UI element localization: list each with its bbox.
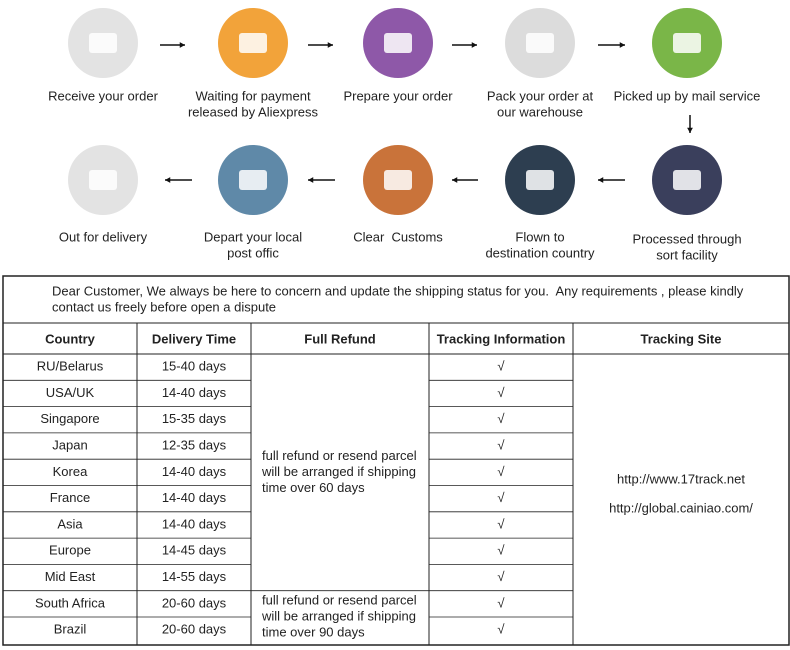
- arrow-head: [308, 177, 314, 183]
- country: South Africa: [35, 595, 106, 610]
- step-label: Waiting for payment: [195, 88, 311, 103]
- arrow-head: [687, 127, 693, 133]
- tracking-check: √: [497, 411, 505, 426]
- step-label: Prepare your order: [343, 88, 453, 103]
- step-label: Clear Customs: [353, 229, 443, 244]
- step-icon-detail: [673, 170, 701, 190]
- step-icon-detail: [526, 170, 554, 190]
- step-icon-detail: [673, 33, 701, 53]
- refund-text: will be arranged if shipping: [261, 608, 416, 623]
- delivery-time: 20-60 days: [162, 622, 227, 637]
- notice: Dear Customer, We always be here to conc…: [52, 283, 744, 298]
- country: Singapore: [40, 411, 99, 426]
- refund-text: full refund or resend parcel: [262, 592, 417, 607]
- tracking-check: √: [497, 622, 505, 637]
- tracking-check: √: [497, 569, 505, 584]
- step-label: our warehouse: [497, 104, 583, 119]
- step-label: sort facility: [656, 247, 718, 262]
- step-label: Receive your order: [48, 88, 158, 103]
- delivery-time: 14-40 days: [162, 464, 227, 479]
- tracking-check: √: [497, 359, 505, 374]
- tracking-check: √: [497, 385, 505, 400]
- tracking-check: √: [497, 516, 505, 531]
- step-label: Processed through: [632, 231, 741, 246]
- table-frame: [2, 275, 790, 646]
- country: USA/UK: [46, 385, 95, 400]
- tracking-check: √: [497, 595, 505, 610]
- step-label: Picked up by mail service: [614, 88, 761, 103]
- refund-text: time over 90 days: [262, 624, 365, 639]
- column-header: Tracking Site: [641, 331, 722, 346]
- step-icon-detail: [239, 170, 267, 190]
- column-header: Full Refund: [304, 331, 376, 346]
- arrow-head: [179, 42, 185, 48]
- delivery-time: 14-40 days: [162, 490, 227, 505]
- country: Europe: [49, 543, 91, 558]
- tracking-check: √: [497, 464, 505, 479]
- notice: contact us freely before open a dispute: [52, 299, 276, 314]
- refund-text: time over 60 days: [262, 480, 365, 495]
- step-icon-detail: [526, 33, 554, 53]
- delivery-time: 14-45 days: [162, 543, 227, 558]
- step-label: released by Aliexpress: [188, 104, 319, 119]
- step-label: Out for delivery: [59, 229, 148, 244]
- step-icon-detail: [89, 170, 117, 190]
- country: Mid East: [45, 569, 96, 584]
- refund-text: will be arranged if shipping: [261, 464, 416, 479]
- step-label: Pack your order at: [487, 88, 594, 103]
- arrow-head: [598, 177, 604, 183]
- country: France: [50, 490, 90, 505]
- refund-text: full refund or resend parcel: [262, 448, 417, 463]
- step-label: destination country: [485, 245, 595, 260]
- step-icon-detail: [384, 33, 412, 53]
- delivery-time: 14-55 days: [162, 569, 227, 584]
- country: Asia: [57, 516, 83, 531]
- arrow-head: [327, 42, 333, 48]
- step-label: Depart your local: [204, 229, 302, 244]
- delivery-time: 14-40 days: [162, 385, 227, 400]
- arrow-head: [165, 177, 171, 183]
- column-header: Delivery Time: [152, 331, 236, 346]
- delivery-time: 20-60 days: [162, 595, 227, 610]
- step-icon-detail: [89, 33, 117, 53]
- tracking-site: http://www.17track.net: [617, 471, 745, 486]
- country: RU/Belarus: [37, 359, 104, 374]
- delivery-time: 15-35 days: [162, 411, 227, 426]
- tracking-site: http://global.cainiao.com/: [609, 500, 753, 515]
- delivery-time: 14-40 days: [162, 516, 227, 531]
- tracking-check: √: [497, 437, 505, 452]
- step-label: post offic: [227, 245, 279, 260]
- country: Brazil: [54, 622, 87, 637]
- delivery-time: 12-35 days: [162, 437, 227, 452]
- tracking-check: √: [497, 490, 505, 505]
- delivery-time: 15-40 days: [162, 359, 227, 374]
- step-icon-detail: [239, 33, 267, 53]
- country: Japan: [52, 437, 87, 452]
- column-header: Tracking Information: [437, 331, 566, 346]
- column-header: Country: [45, 331, 96, 346]
- arrow-head: [452, 177, 458, 183]
- country: Korea: [53, 464, 88, 479]
- step-label: Flown to: [515, 229, 564, 244]
- arrow-head: [471, 42, 477, 48]
- tracking-check: √: [497, 543, 505, 558]
- arrow-head: [619, 42, 625, 48]
- step-icon-detail: [384, 170, 412, 190]
